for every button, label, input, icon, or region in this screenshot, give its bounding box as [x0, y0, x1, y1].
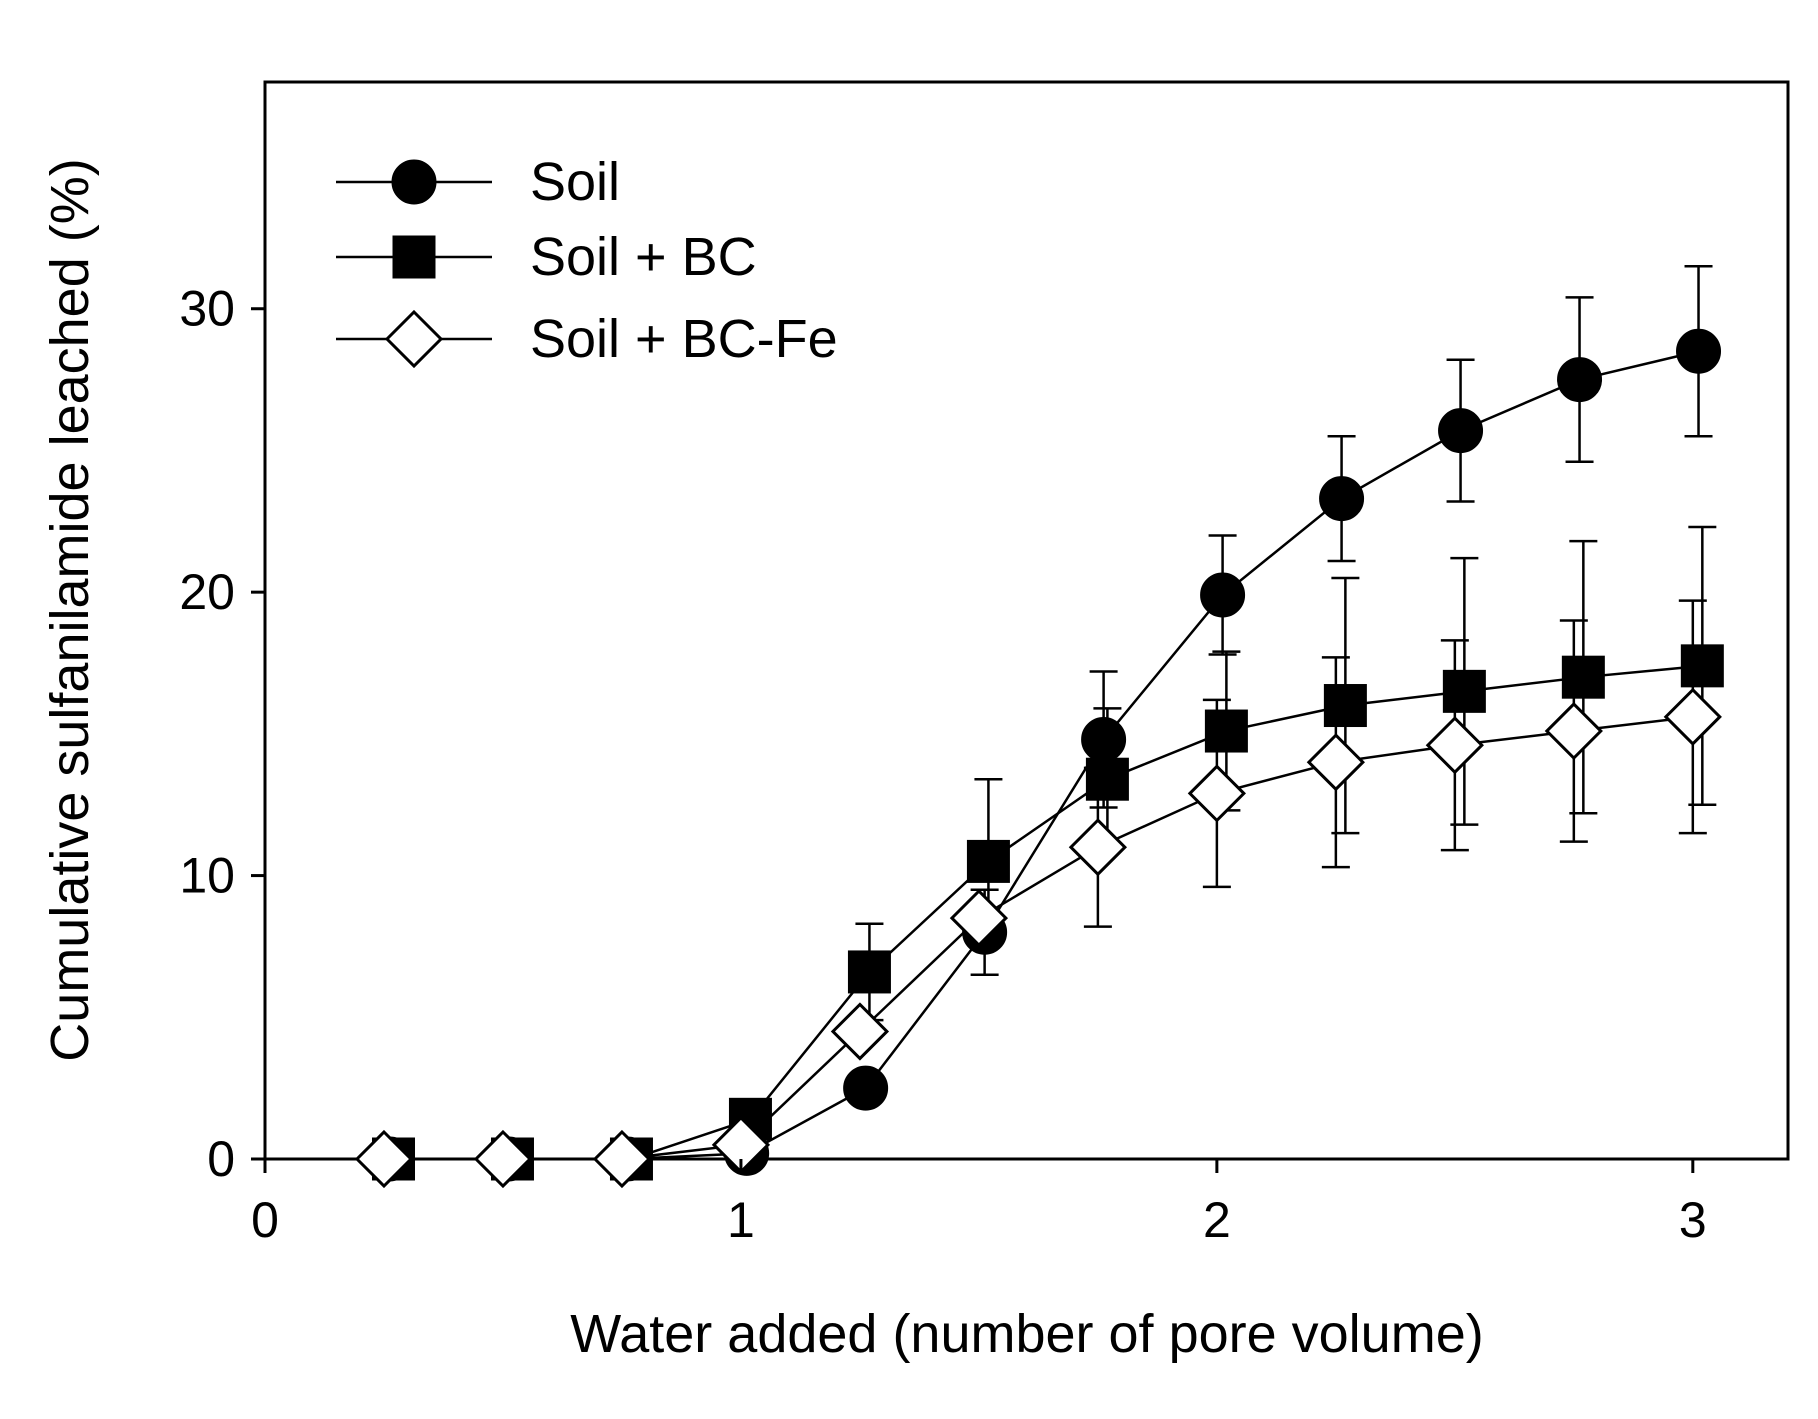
legend-marker-soil — [391, 159, 437, 205]
data-point-soil-bc-fe — [1544, 701, 1603, 761]
legend-marker-soil-bc-fe — [384, 309, 444, 369]
data-point-soil — [1676, 328, 1722, 374]
x-tick-label: 3 — [1679, 1192, 1707, 1248]
x-tick-label: 1 — [727, 1192, 755, 1248]
data-point-soil — [1081, 717, 1127, 763]
data-point-soil-bc — [1680, 644, 1724, 688]
data-point-soil-bc — [847, 950, 891, 994]
data-point-soil-bc — [966, 839, 1010, 883]
x-axis-title: Water added (number of pore volume) — [570, 1304, 1483, 1364]
data-point-soil — [1438, 408, 1484, 454]
data-point-soil-bc-fe — [949, 888, 1009, 948]
legend-entry-soil-bc-fe: Soil + BC-Fe — [336, 309, 838, 369]
x-tick-label: 0 — [251, 1192, 279, 1248]
y-tick-label: 20 — [179, 564, 235, 620]
y-axis-title: Cumulative sulfanilamide leached (%) — [40, 158, 100, 1061]
legend-label-soil-bc: Soil + BC — [530, 227, 757, 287]
data-point-soil-bc-fe — [473, 1129, 533, 1189]
data-point-soil-bc — [1442, 669, 1486, 713]
data-point-soil-bc — [1561, 655, 1605, 699]
y-tick-label: 30 — [179, 281, 235, 337]
series-line-soil — [389, 350, 1699, 1161]
plot-frame — [263, 80, 1790, 1161]
data-point-soil-bc-fe — [1663, 687, 1722, 746]
legend-marker-soil-bc — [392, 235, 436, 279]
legend-label-soil-bc-fe: Soil + BC-Fe — [530, 309, 838, 369]
series-line-soil-bc-fe — [383, 715, 1693, 1161]
data-point-soil-bc-fe — [830, 1002, 890, 1061]
x-tick-label: 2 — [1203, 1192, 1231, 1248]
legend: Soil Soil + BC Soil + BC-Fe — [336, 152, 838, 369]
data-point-soil-bc-fe — [1068, 818, 1128, 877]
legend-label-soil: Soil — [530, 152, 620, 212]
data-point-soil — [1319, 476, 1365, 522]
y-tick-label: 10 — [179, 848, 235, 904]
data-point-soil — [1557, 357, 1603, 403]
data-point-soil-bc-fe — [1425, 716, 1484, 775]
data-point-soil-bc-fe — [592, 1129, 652, 1189]
data-point-soil — [843, 1065, 889, 1111]
legend-entry-soil: Soil — [336, 152, 620, 212]
series-lines — [383, 350, 1703, 1161]
data-point-soil-bc-fe — [1187, 764, 1246, 823]
data-point-soil-bc-fe — [354, 1129, 414, 1189]
y-tick-label: 0 — [207, 1131, 235, 1187]
data-point-soil-bc — [1323, 684, 1367, 728]
data-point-soil-bc — [1204, 709, 1248, 753]
data-point-soil-bc — [1085, 757, 1129, 801]
data-markers — [354, 328, 1724, 1189]
data-point-soil-bc-fe — [1306, 733, 1365, 792]
legend-entry-soil-bc: Soil + BC — [336, 227, 757, 287]
data-point-soil — [1200, 572, 1246, 618]
